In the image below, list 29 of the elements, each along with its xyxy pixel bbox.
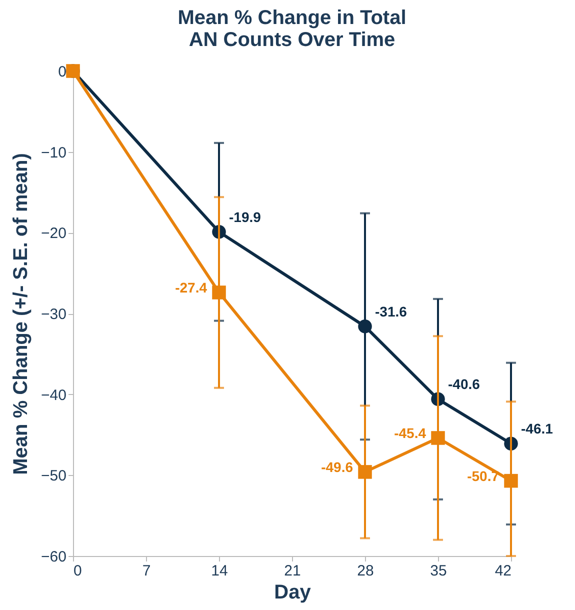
y-tick-label: −30 — [41, 306, 66, 323]
point — [504, 474, 518, 488]
y-tick-label: −10 — [41, 144, 66, 162]
x-tick-label: 42 — [494, 562, 512, 580]
point — [358, 465, 372, 479]
y-tick-label: −40 — [41, 386, 66, 404]
data-label: -31.6 — [375, 303, 408, 320]
x-tick-label: 0 — [74, 562, 82, 580]
data-label: -49.6 — [321, 458, 354, 475]
x-tick-label: 35 — [430, 562, 447, 580]
x-tick-label: 21 — [284, 562, 301, 580]
y-tick-label: −20 — [41, 225, 66, 242]
data-label: -45.4 — [394, 424, 426, 441]
data-label: -27.4 — [175, 279, 208, 296]
y-tick-label: −50 — [41, 468, 66, 485]
data-label: -46.1 — [521, 420, 554, 437]
x-tick-label: 28 — [357, 562, 374, 580]
point — [358, 320, 372, 334]
point — [431, 431, 445, 445]
y-tick-label: 0 — [58, 64, 66, 80]
x-tick-label: 14 — [211, 562, 228, 580]
x-tick-label: 7 — [142, 562, 151, 580]
y-tick-label: −60 — [41, 548, 66, 566]
point — [212, 286, 226, 300]
x-axis-title: Day — [274, 582, 312, 604]
data-label: -40.6 — [448, 376, 480, 392]
data-label: -19.9 — [229, 208, 262, 225]
chart-title: Mean % Change in Total AN Counts Over Time — [178, 7, 406, 51]
y-axis-title: Mean % Change (+/- S.E. of mean) — [10, 153, 32, 475]
